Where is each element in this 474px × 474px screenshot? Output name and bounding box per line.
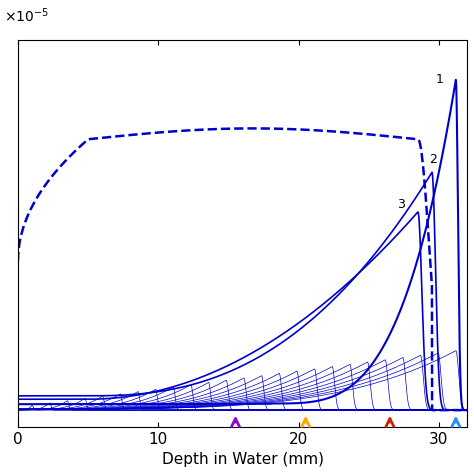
Text: 2: 2: [429, 153, 437, 166]
Text: 1: 1: [435, 73, 443, 86]
Text: $\times10^{-5}$: $\times10^{-5}$: [4, 6, 49, 25]
Text: 3: 3: [397, 198, 405, 211]
X-axis label: Depth in Water (mm): Depth in Water (mm): [162, 452, 324, 467]
